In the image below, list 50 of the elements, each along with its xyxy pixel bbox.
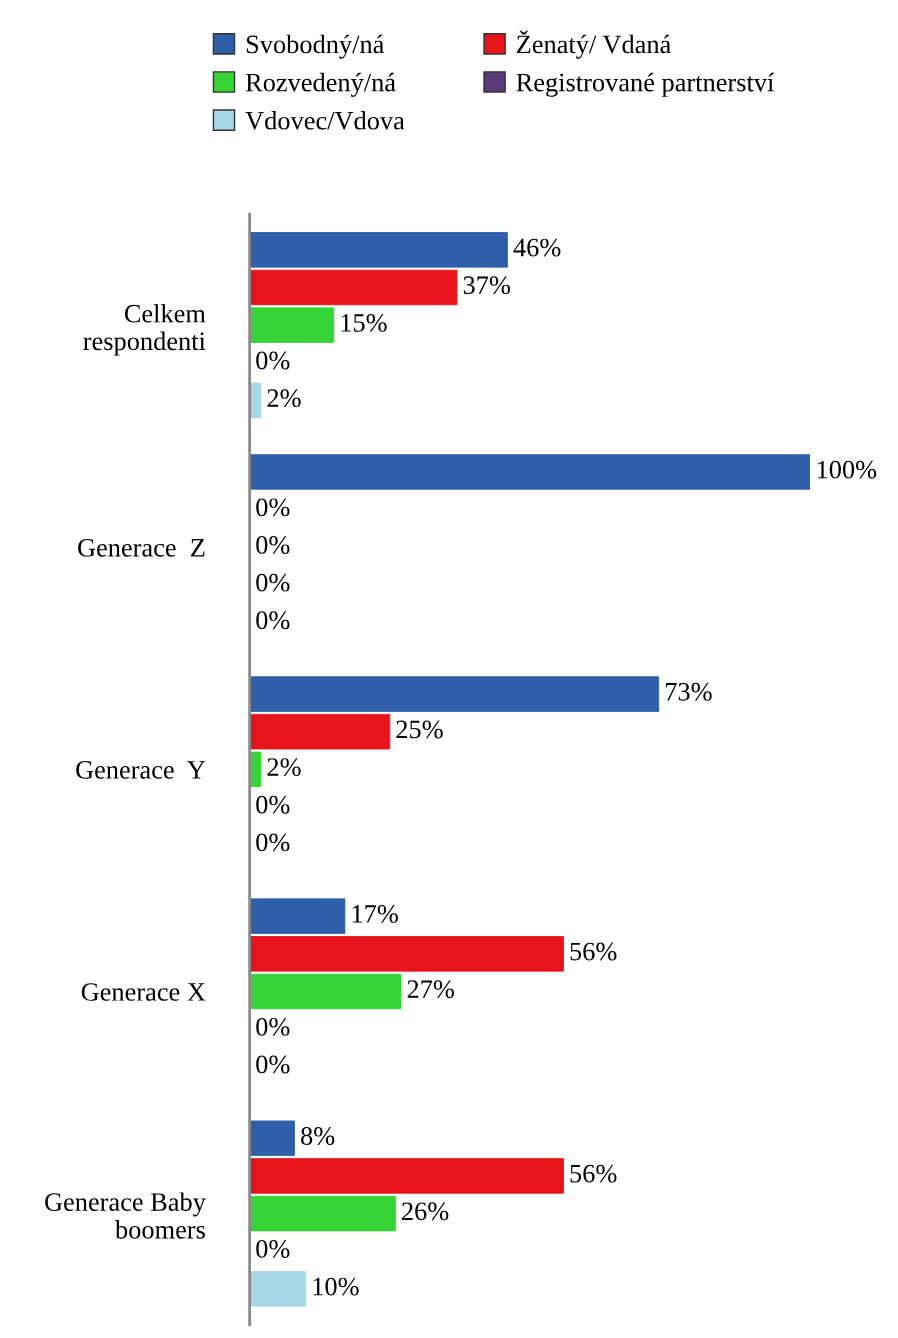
legend-label: Svobodný/ná	[246, 34, 385, 59]
data-label: 37%	[463, 276, 510, 295]
bar	[249, 676, 660, 712]
legend-label: Ženatý/ Vdaná	[516, 30, 671, 59]
y-tick-label: Generace X	[81, 983, 206, 1001]
data-label: 56%	[570, 1164, 617, 1183]
data-label: 0%	[256, 573, 290, 592]
legend-label: Vdovec/Vdova	[245, 111, 405, 130]
data-label: 0%	[256, 536, 290, 554]
bar	[249, 973, 402, 1010]
bar	[249, 307, 335, 343]
bar	[249, 1271, 307, 1307]
data-label: 73%	[666, 682, 712, 701]
bar	[249, 1120, 295, 1157]
data-label: 2%	[267, 389, 301, 408]
data-label: 25%	[396, 720, 443, 739]
bar	[249, 269, 458, 306]
data-label: 0%	[256, 498, 290, 517]
data-label: 46%	[513, 238, 561, 257]
data-label: 17%	[352, 904, 398, 923]
data-label: 10%	[313, 1277, 359, 1296]
data-label: 0%	[256, 1240, 290, 1258]
legend-label: Registrované partnerství	[516, 72, 775, 97]
data-label: 15%	[341, 313, 387, 332]
data-label: 0%	[256, 1017, 290, 1036]
bar	[249, 713, 391, 750]
bar	[249, 936, 564, 972]
y-tick-label: Generace Z	[78, 538, 205, 557]
legend-label: Rozvedený/ná	[245, 72, 396, 97]
data-label: 56%	[570, 942, 617, 961]
data-label: 26%	[402, 1202, 449, 1221]
bar	[249, 751, 262, 788]
bar	[249, 1158, 564, 1194]
y-tick-label: Generace Y	[76, 761, 206, 779]
bar	[249, 898, 346, 934]
data-label: 0%	[256, 351, 290, 370]
data-label: 8%	[301, 1127, 335, 1145]
bar	[249, 1195, 396, 1232]
data-label: 0%	[256, 1055, 290, 1074]
data-label: 0%	[256, 611, 290, 630]
data-label: 27%	[407, 980, 454, 999]
y-tick-label: Celkem respondenti	[83, 304, 206, 356]
bar	[249, 382, 262, 419]
data-label: 0%	[256, 833, 290, 852]
bar	[249, 232, 508, 268]
data-label: 2%	[267, 758, 301, 777]
data-label: 0%	[256, 795, 290, 814]
data-label: 100%	[817, 460, 877, 479]
y-tick-label: Generace Baby boomers	[45, 1192, 206, 1239]
bar	[249, 454, 810, 490]
